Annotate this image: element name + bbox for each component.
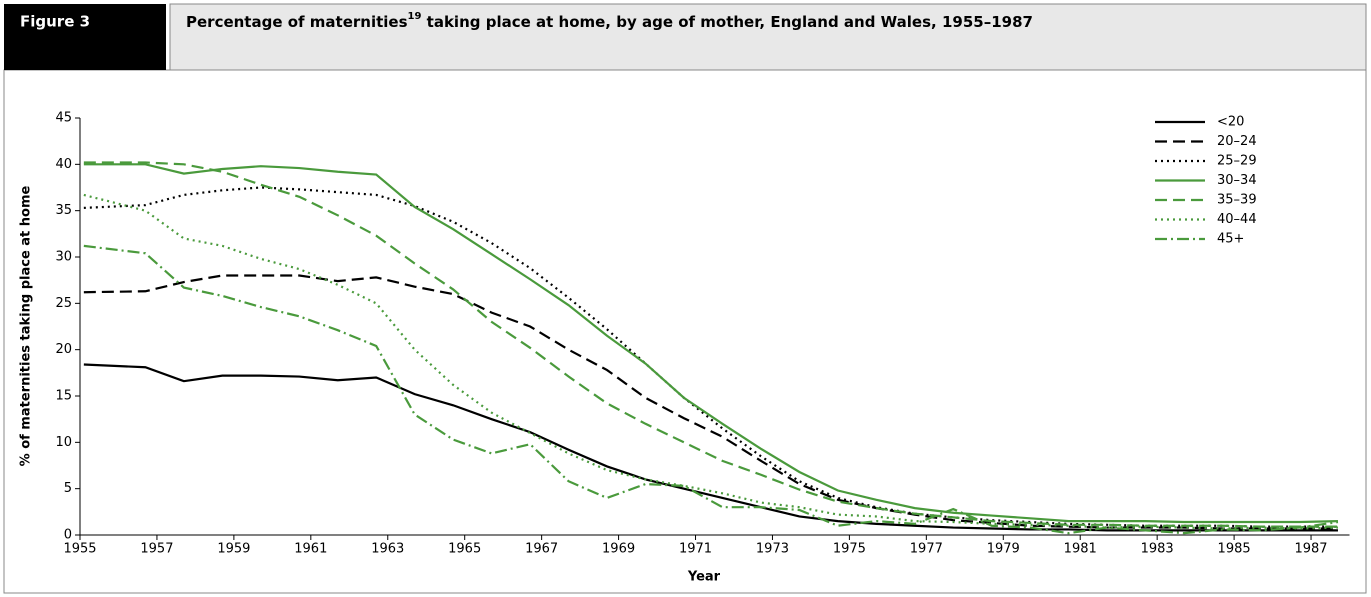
y-tick-label: 15 [55, 389, 72, 404]
x-tick-label: 1975 [833, 542, 866, 557]
legend-label: 30–34 [1217, 173, 1257, 188]
x-tick-label: 1979 [987, 542, 1020, 557]
legend-label: 35–39 [1217, 193, 1257, 208]
y-tick-label: 25 [55, 296, 72, 311]
series-line [83, 244, 1339, 535]
x-tick-label: 1983 [1141, 542, 1174, 557]
y-tick-label: 45 [55, 111, 72, 126]
series-line [83, 193, 1338, 530]
title-superscript: 19 [408, 11, 422, 22]
series-line [83, 163, 1338, 524]
x-tick-label: 1971 [679, 542, 712, 557]
x-axis-label: Year [687, 570, 721, 585]
y-axis-label: % of maternities taking place at home [19, 185, 34, 466]
y-tick-label: 5 [64, 481, 72, 496]
y-tick-label: 10 [55, 435, 72, 450]
y-tick-label: 30 [55, 250, 72, 265]
figure-label-box [4, 4, 166, 70]
x-tick-label: 1955 [63, 542, 96, 557]
x-tick-label: 1965 [448, 542, 481, 557]
series-line [83, 161, 1338, 528]
legend-label: <20 [1217, 115, 1244, 130]
x-tick-label: 1961 [294, 542, 327, 557]
x-tick-label: 1959 [217, 542, 250, 557]
title-rest: taking place at home, by age of mother, … [421, 13, 1033, 31]
y-tick-label: 40 [55, 157, 72, 172]
x-tick-label: 1957 [140, 542, 173, 557]
legend-label: 45+ [1217, 232, 1244, 247]
x-tick-label: 1985 [1218, 542, 1251, 557]
y-tick-label: 20 [55, 342, 72, 357]
title-box [169, 3, 1367, 71]
x-tick-label: 1981 [1064, 542, 1097, 557]
y-tick-label: 35 [55, 203, 72, 218]
x-tick-label: 1969 [602, 542, 635, 557]
x-tick-label: 1987 [1294, 542, 1327, 557]
x-tick-label: 1963 [371, 542, 404, 557]
legend-label: 25–29 [1217, 154, 1257, 169]
legend-label: 20–24 [1217, 134, 1257, 149]
x-tick-label: 1977 [910, 542, 943, 557]
title-main: Percentage of maternities [186, 13, 408, 31]
chart-title: Percentage of maternities19 taking place… [186, 11, 1033, 31]
x-tick-label: 1967 [525, 542, 558, 557]
x-tick-label: 1973 [756, 542, 789, 557]
chart-frame [3, 69, 1367, 594]
y-tick-label: 0 [64, 528, 72, 543]
legend-label: 40–44 [1217, 212, 1257, 227]
series-line [83, 363, 1338, 532]
figure-label: Figure 3 [20, 13, 90, 31]
